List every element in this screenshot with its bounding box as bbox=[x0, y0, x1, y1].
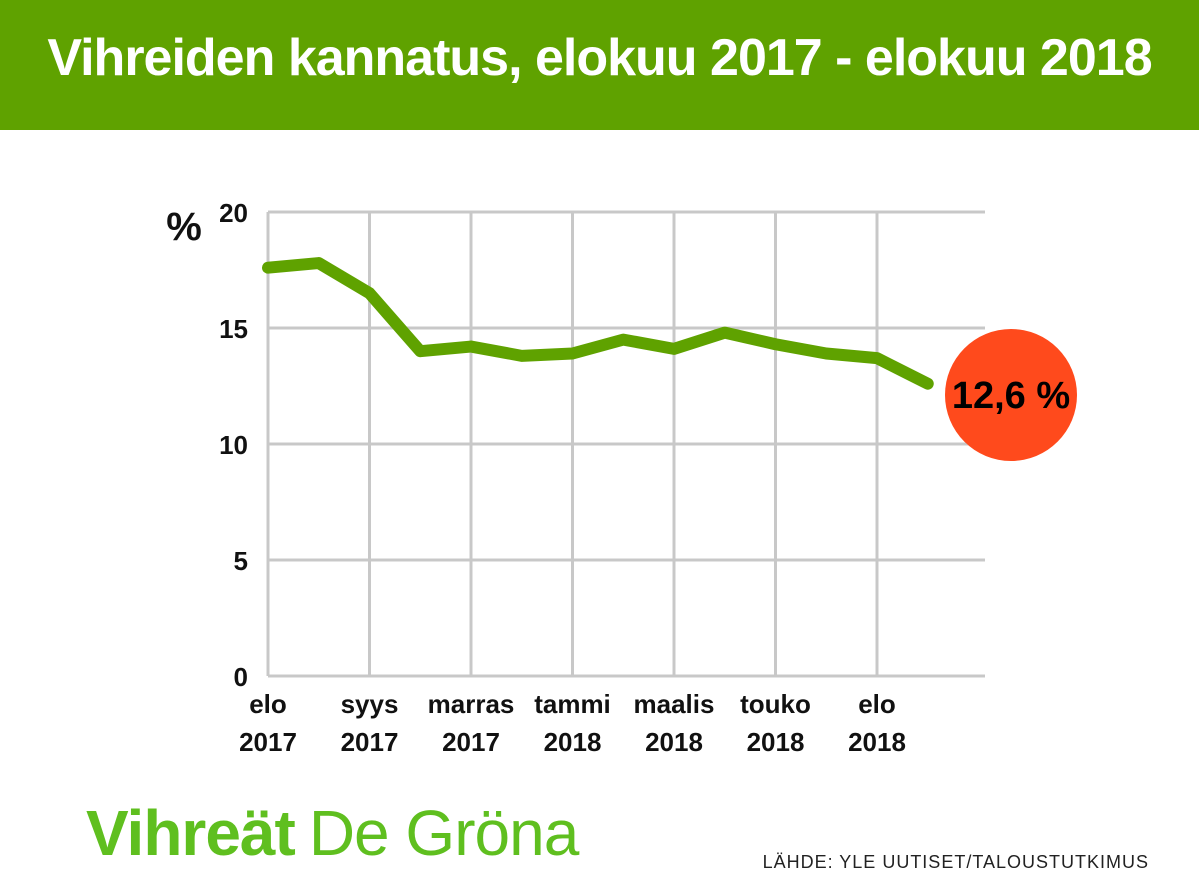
grid bbox=[268, 210, 985, 676]
data-point bbox=[671, 345, 677, 352]
data-point bbox=[366, 290, 373, 297]
logo-light-text: De Gröna bbox=[308, 797, 579, 869]
data-point bbox=[823, 350, 830, 357]
y-tick-label: 5 bbox=[234, 546, 248, 576]
annotation: 12,6 % bbox=[945, 329, 1077, 461]
data-point bbox=[620, 336, 627, 343]
x-tick-year: 2018 bbox=[848, 727, 906, 757]
line-chart: 0 5 10 15 20% elo 2017 syys 2017 marras 2017 tammi 2… bbox=[166, 198, 1077, 757]
x-tick-label: maalis bbox=[634, 689, 715, 719]
x-tick-label: syys bbox=[341, 689, 399, 719]
y-tick-label: 10 bbox=[219, 430, 248, 460]
x-tick-label: touko bbox=[740, 689, 811, 719]
data-point bbox=[417, 348, 424, 355]
y-tick-label: 0 bbox=[234, 662, 248, 692]
x-tick-label: elo bbox=[249, 689, 287, 719]
data-point bbox=[468, 343, 474, 350]
x-tick-label: tammi bbox=[534, 689, 611, 719]
x-tick-year: 2018 bbox=[747, 727, 805, 757]
x-tick-year: 2017 bbox=[442, 727, 500, 757]
y-axis-label: % bbox=[166, 205, 202, 249]
data-point bbox=[518, 352, 525, 359]
x-tick-year: 2017 bbox=[239, 727, 297, 757]
chart-title: Vihreiden kannatus, elokuu 2017 - elokuu… bbox=[47, 29, 1152, 87]
data-point bbox=[772, 341, 779, 348]
x-tick-year: 2018 bbox=[645, 727, 703, 757]
logo-bold-text: Vihreät bbox=[86, 797, 296, 869]
data-point bbox=[874, 355, 880, 362]
highlight-circle bbox=[945, 329, 1077, 461]
data-point bbox=[569, 350, 576, 357]
x-tick-year: 2017 bbox=[341, 727, 399, 757]
header-bar: Vihreiden kannatus, elokuu 2017 - elokuu… bbox=[0, 0, 1199, 130]
data-point bbox=[265, 264, 271, 271]
source-note: LÄHDE: YLE UUTISET/TALOUSTUTKIMUS bbox=[762, 852, 1149, 872]
x-tick-year: 2018 bbox=[544, 727, 602, 757]
logo: Vihreät De Gröna bbox=[86, 796, 579, 870]
data-point bbox=[315, 260, 322, 267]
series bbox=[262, 257, 934, 390]
y-tick-label: 15 bbox=[219, 314, 248, 344]
x-tick-label: elo bbox=[858, 689, 896, 719]
x-tick-label: marras bbox=[428, 689, 515, 719]
y-tick-label: 20 bbox=[219, 198, 248, 228]
series-line bbox=[262, 257, 934, 390]
highlight-value-label: 12,6 % bbox=[952, 375, 1070, 417]
data-point bbox=[721, 329, 728, 336]
axes: 0 5 10 15 20% elo 2017 syys 2017 marras 2017 tammi 2… bbox=[166, 198, 985, 757]
data-point bbox=[924, 380, 931, 387]
